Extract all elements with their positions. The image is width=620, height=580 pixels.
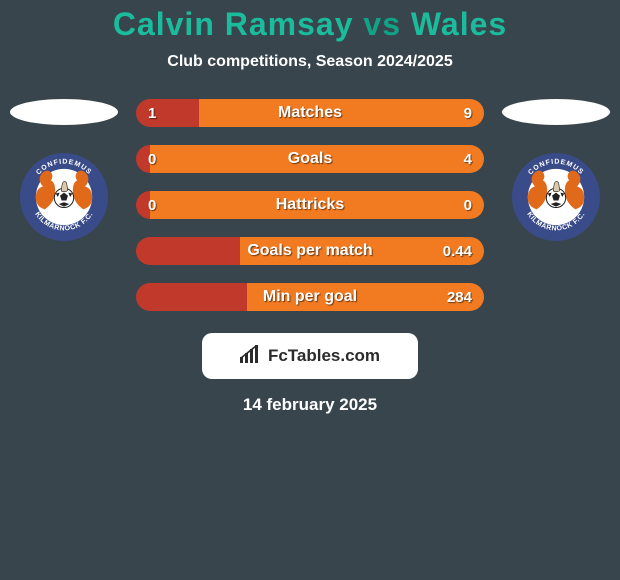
stat-bar: Goals per match0.44 xyxy=(136,237,484,265)
stat-bars: Matches19 Goals04 Hattricks00 Goals per mat… xyxy=(136,99,484,311)
vs-label: vs xyxy=(363,6,401,42)
brand-text: FcTables.com xyxy=(268,346,380,366)
card-title: Calvin Ramsay vs Wales xyxy=(0,6,620,43)
stat-bar-left-fill xyxy=(136,283,247,311)
stat-bar-right-fill xyxy=(199,99,484,127)
brand-box[interactable]: FcTables.com xyxy=(202,333,418,379)
stat-bar-right-fill xyxy=(247,283,484,311)
stat-bar-right-fill xyxy=(150,191,484,219)
comparison-main: CONFIDEMUS KILMARNOCK F.C. Matches19 Goal… xyxy=(0,99,620,311)
card-subtitle: Club competitions, Season 2024/2025 xyxy=(0,53,620,71)
stat-bar: Matches19 xyxy=(136,99,484,127)
left-club-crest: CONFIDEMUS KILMARNOCK F.C. xyxy=(20,153,108,241)
stat-bar-left-fill xyxy=(136,237,240,265)
stat-bar: Hattricks00 xyxy=(136,191,484,219)
stat-bar-left-fill xyxy=(136,99,199,127)
stat-bar-left-fill xyxy=(136,191,150,219)
stat-bar-right-fill xyxy=(240,237,484,265)
player1-name: Calvin Ramsay xyxy=(113,6,354,42)
comparison-card: Calvin Ramsay vs Wales Club competitions… xyxy=(0,0,620,415)
stat-bar-right-fill xyxy=(150,145,484,173)
signal-bars-icon xyxy=(240,345,262,368)
left-side: CONFIDEMUS KILMARNOCK F.C. xyxy=(10,99,118,241)
right-flag-ellipse xyxy=(502,99,610,125)
left-flag-ellipse xyxy=(10,99,118,125)
player2-name: Wales xyxy=(411,6,507,42)
stat-bar: Goals04 xyxy=(136,145,484,173)
stat-bar-left-fill xyxy=(136,145,150,173)
stat-bar: Min per goal284 xyxy=(136,283,484,311)
right-club-crest: CONFIDEMUS KILMARNOCK F.C. xyxy=(512,153,600,241)
right-side: CONFIDEMUS KILMARNOCK F.C. xyxy=(502,99,610,241)
card-date: 14 february 2025 xyxy=(0,395,620,415)
